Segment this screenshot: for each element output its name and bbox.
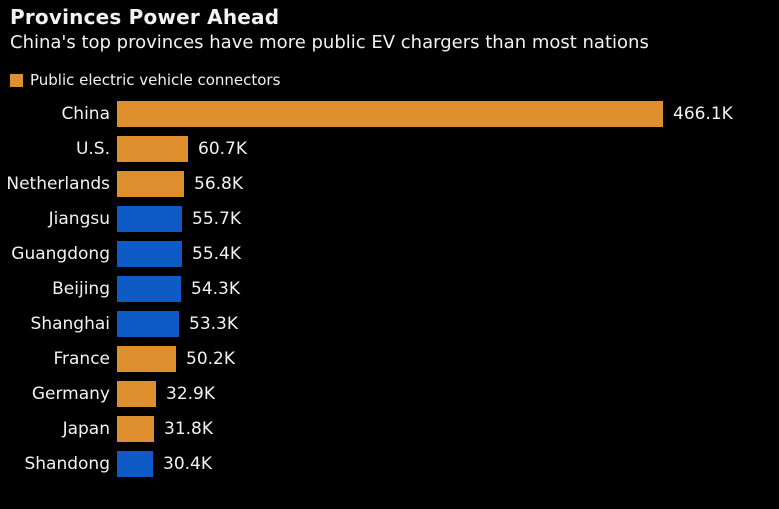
bar [117,171,184,197]
chart-subtitle: China's top provinces have more public E… [10,32,649,53]
bar-row: Shandong 30.4K [0,451,779,477]
bar-row: Jiangsu 55.7K [0,206,779,232]
value-label: 31.8K [164,419,213,439]
bar [117,416,154,442]
category-label: Japan [62,419,110,439]
category-label: Germany [31,384,110,404]
category-label: China [61,104,110,124]
bar-row: Netherlands 56.8K [0,171,779,197]
bar-row: China 466.1K [0,101,779,127]
bar [117,101,663,127]
bar-row: Guangdong 55.4K [0,241,779,267]
category-label: Jiangsu [48,209,110,229]
category-label: Beijing [52,279,110,299]
bar [117,311,179,337]
bar [117,346,176,372]
value-label: 466.1K [673,104,733,124]
legend-label: Public electric vehicle connectors [30,71,281,89]
value-label: 60.7K [198,139,247,159]
value-label: 55.4K [192,244,241,264]
bar-row: Beijing 54.3K [0,276,779,302]
legend: Public electric vehicle connectors [10,71,280,89]
category-label: France [53,349,110,369]
bar [117,241,182,267]
value-label: 55.7K [192,209,241,229]
value-label: 56.8K [194,174,243,194]
bar [117,381,156,407]
category-label: Guangdong [11,244,110,264]
bar-row: U.S. 60.7K [0,136,779,162]
bar [117,206,182,232]
value-label: 53.3K [189,314,238,334]
chart-title: Provinces Power Ahead [10,5,280,29]
category-label: Shandong [24,454,110,474]
bar [117,451,153,477]
bar-row: Shanghai 53.3K [0,311,779,337]
value-label: 32.9K [166,384,215,404]
category-label: U.S. [75,139,110,159]
bar-rows: China 466.1K U.S. 60.7K Netherlands 56.8K Jian… [0,101,779,486]
bar [117,276,181,302]
bar-row: France 50.2K [0,346,779,372]
bar-row: Japan 31.8K [0,416,779,442]
legend-swatch-icon [10,73,23,87]
value-label: 30.4K [163,454,212,474]
category-label: Netherlands [6,174,110,194]
bar [117,136,188,162]
bar-row: Germany 32.9K [0,381,779,407]
value-label: 50.2K [186,349,235,369]
value-label: 54.3K [191,279,240,299]
category-label: Shanghai [30,314,110,334]
